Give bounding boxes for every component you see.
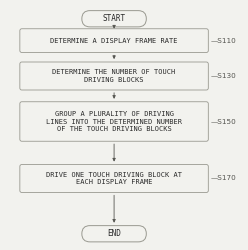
Text: DRIVE ONE TOUCH DRIVING BLOCK AT
EACH DISPLAY FRAME: DRIVE ONE TOUCH DRIVING BLOCK AT EACH DI… (46, 172, 182, 185)
FancyBboxPatch shape (82, 226, 146, 242)
Text: —S110: —S110 (211, 38, 237, 44)
FancyBboxPatch shape (82, 10, 146, 27)
FancyBboxPatch shape (20, 164, 208, 192)
Text: START: START (102, 14, 126, 23)
Text: DETERMINE THE NUMBER OF TOUCH
DRIVING BLOCKS: DETERMINE THE NUMBER OF TOUCH DRIVING BL… (53, 69, 176, 83)
FancyBboxPatch shape (20, 102, 208, 141)
Text: —S130: —S130 (211, 73, 237, 79)
Text: —S150: —S150 (211, 118, 237, 124)
Text: GROUP A PLURALITY OF DRIVING
LINES INTO THE DETERMINED NUMBER
OF THE TOUCH DRIVI: GROUP A PLURALITY OF DRIVING LINES INTO … (46, 111, 182, 132)
Text: —S170: —S170 (211, 176, 237, 182)
FancyBboxPatch shape (20, 29, 208, 52)
Text: END: END (107, 229, 121, 238)
FancyBboxPatch shape (20, 62, 208, 90)
Text: DETERMINE A DISPLAY FRAME RATE: DETERMINE A DISPLAY FRAME RATE (50, 38, 178, 44)
